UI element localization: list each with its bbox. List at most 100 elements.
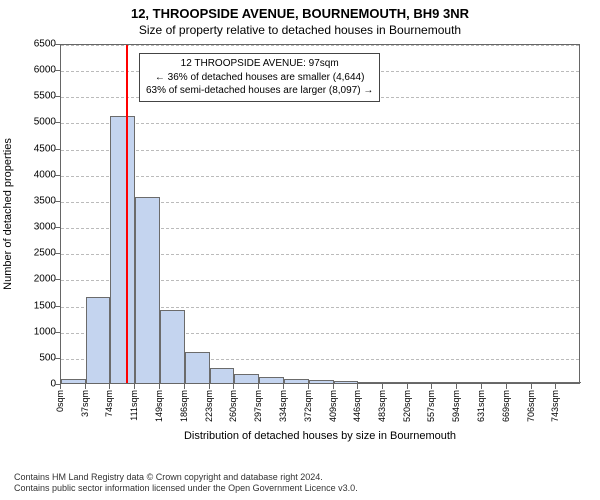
histogram-bar <box>309 380 334 383</box>
x-axis-label: Distribution of detached houses by size … <box>60 430 580 442</box>
histogram-bar <box>383 382 408 383</box>
x-tick <box>506 384 507 389</box>
x-tick <box>283 384 284 389</box>
y-tick <box>55 44 60 45</box>
y-tick-label: 4000 <box>34 169 56 180</box>
x-tick-label: 37sqm <box>80 390 90 417</box>
y-tick-label: 2500 <box>34 248 56 259</box>
histogram-bar <box>532 382 557 383</box>
y-tick-label: 2000 <box>34 274 56 285</box>
x-tick <box>531 384 532 389</box>
x-tick-label: 520sqm <box>402 390 412 422</box>
page-title: 12, THROOPSIDE AVENUE, BOURNEMOUTH, BH9 … <box>0 0 600 21</box>
x-tick <box>60 384 61 389</box>
y-tick <box>55 306 60 307</box>
x-tick <box>308 384 309 389</box>
x-tick-label: 260sqm <box>228 390 238 422</box>
y-tick <box>55 279 60 280</box>
x-tick <box>456 384 457 389</box>
y-tick-label: 6000 <box>34 65 56 76</box>
histogram-bar <box>160 310 185 383</box>
x-tick <box>407 384 408 389</box>
histogram-bar <box>408 382 433 383</box>
x-tick <box>85 384 86 389</box>
y-tick <box>55 96 60 97</box>
x-tick-label: 446sqm <box>352 390 362 422</box>
x-tick <box>258 384 259 389</box>
x-tick-label: 186sqm <box>179 390 189 422</box>
histogram-bar <box>86 297 111 383</box>
page-subtitle: Size of property relative to detached ho… <box>0 21 600 37</box>
annotation-line: 63% of semi-detached houses are larger (… <box>146 84 373 98</box>
histogram-bar <box>135 197 160 383</box>
y-tick <box>55 70 60 71</box>
x-tick <box>555 384 556 389</box>
gridline <box>61 150 579 151</box>
x-tick <box>159 384 160 389</box>
histogram-chart: Number of detached properties 12 THROOPS… <box>0 44 600 444</box>
x-tick-label: 669sqm <box>501 390 511 422</box>
gridline <box>61 176 579 177</box>
property-marker-line <box>126 45 128 383</box>
x-tick-label: 334sqm <box>278 390 288 422</box>
histogram-bar <box>334 381 359 383</box>
y-tick-label: 500 <box>39 352 56 363</box>
y-axis-label: Number of detached properties <box>2 138 14 290</box>
histogram-bar <box>432 382 457 383</box>
histogram-bar <box>234 374 259 383</box>
histogram-bar <box>61 379 86 383</box>
footer-line-2: Contains public sector information licen… <box>14 483 358 494</box>
x-tick-label: 706sqm <box>526 390 536 422</box>
y-tick-label: 1500 <box>34 300 56 311</box>
annotation-box: 12 THROOPSIDE AVENUE: 97sqm← 36% of deta… <box>139 53 380 102</box>
x-tick <box>481 384 482 389</box>
annotation-line: ← 36% of detached houses are smaller (4,… <box>146 71 373 85</box>
histogram-bar <box>110 116 135 383</box>
histogram-bar <box>259 377 284 383</box>
y-tick <box>55 227 60 228</box>
histogram-bar <box>185 352 210 383</box>
y-tick <box>55 149 60 150</box>
y-tick <box>55 253 60 254</box>
histogram-bar <box>482 382 507 383</box>
gridline <box>61 45 579 46</box>
plot-area: 12 THROOPSIDE AVENUE: 97sqm← 36% of deta… <box>60 44 580 384</box>
y-tick <box>55 175 60 176</box>
y-tick <box>55 201 60 202</box>
x-tick-label: 74sqm <box>104 390 114 417</box>
histogram-bar <box>457 382 482 383</box>
x-tick <box>209 384 210 389</box>
y-tick <box>55 358 60 359</box>
x-tick-label: 372sqm <box>303 390 313 422</box>
y-tick <box>55 122 60 123</box>
x-tick-label: 594sqm <box>451 390 461 422</box>
x-tick <box>357 384 358 389</box>
x-tick-label: 557sqm <box>426 390 436 422</box>
histogram-bar <box>358 382 383 383</box>
y-tick <box>55 332 60 333</box>
x-tick-label: 111sqm <box>129 390 139 421</box>
histogram-bar <box>507 382 532 383</box>
y-tick-label: 1000 <box>34 326 56 337</box>
y-tick-label: 6500 <box>34 39 56 50</box>
x-tick-label: 743sqm <box>550 390 560 422</box>
x-tick-label: 631sqm <box>476 390 486 422</box>
x-tick <box>109 384 110 389</box>
x-tick-label: 483sqm <box>377 390 387 422</box>
x-tick <box>184 384 185 389</box>
histogram-bar <box>284 379 309 383</box>
footer-attribution: Contains HM Land Registry data © Crown c… <box>14 472 358 495</box>
x-tick-label: 223sqm <box>204 390 214 422</box>
y-tick-label: 5000 <box>34 117 56 128</box>
annotation-line: 12 THROOPSIDE AVENUE: 97sqm <box>146 57 373 71</box>
y-tick-label: 4500 <box>34 143 56 154</box>
x-tick-label: 149sqm <box>154 390 164 422</box>
x-tick-label: 0sqm <box>55 390 65 412</box>
y-tick-label: 3500 <box>34 195 56 206</box>
gridline <box>61 123 579 124</box>
histogram-bar <box>210 368 235 383</box>
y-tick-label: 3000 <box>34 222 56 233</box>
x-tick <box>382 384 383 389</box>
x-tick <box>233 384 234 389</box>
x-tick-label: 297sqm <box>253 390 263 422</box>
